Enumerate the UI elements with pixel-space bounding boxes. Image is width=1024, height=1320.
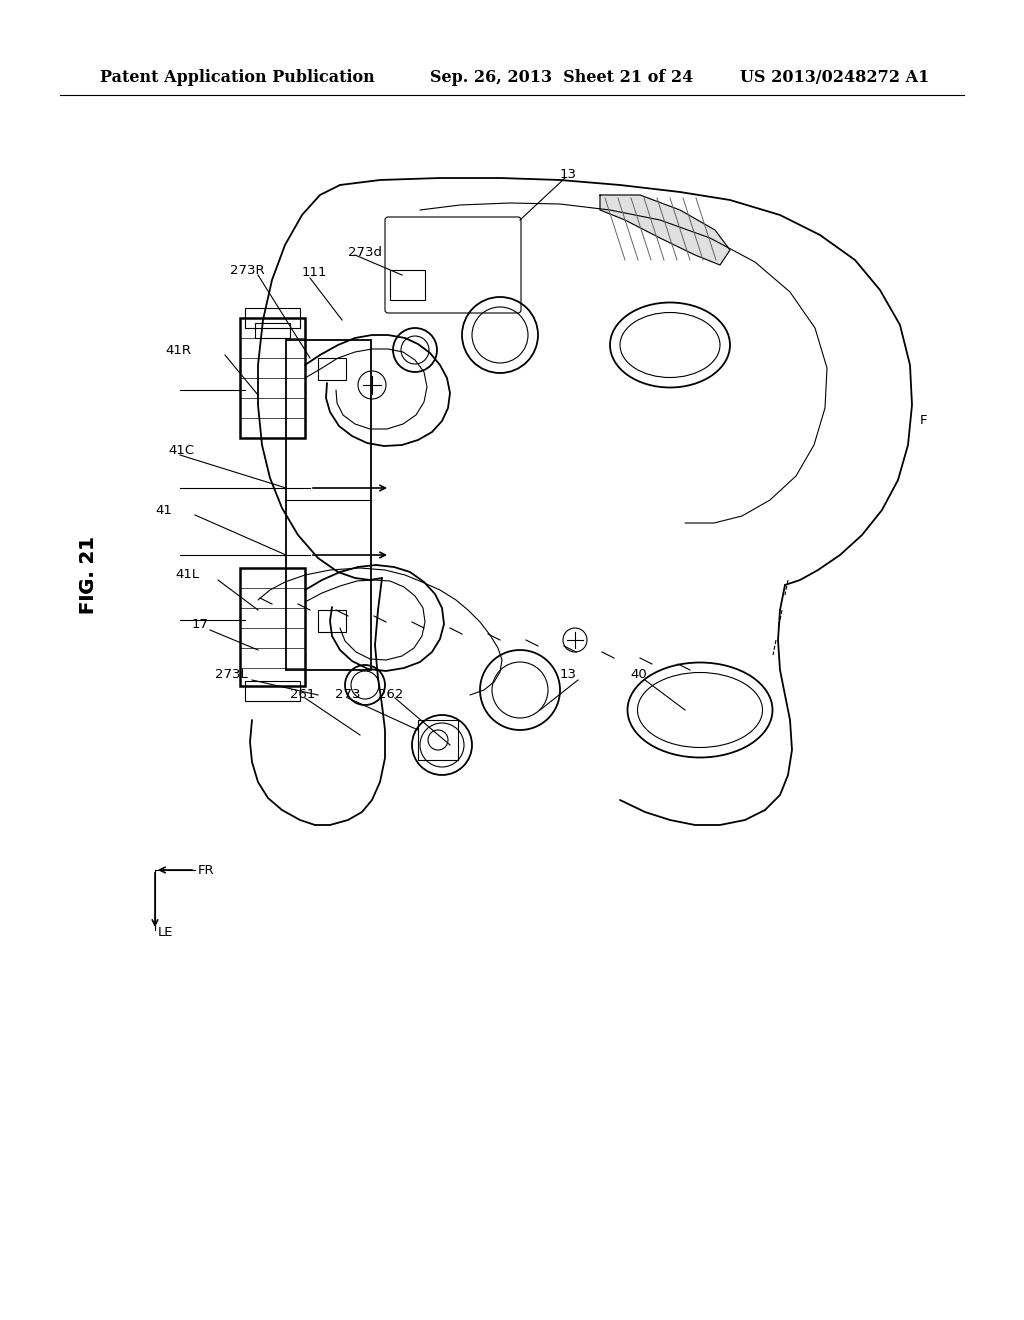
Text: Patent Application Publication: Patent Application Publication (100, 70, 375, 87)
Text: FR: FR (198, 863, 215, 876)
Text: 41: 41 (155, 503, 172, 516)
Text: 41L: 41L (175, 569, 199, 582)
Polygon shape (600, 195, 730, 265)
Text: 41R: 41R (165, 343, 191, 356)
Bar (245, 681, 300, 701)
Bar (255, 323, 290, 338)
Text: 40: 40 (630, 668, 647, 681)
Text: 111: 111 (302, 265, 328, 279)
Text: 41C: 41C (168, 444, 195, 457)
Text: LE: LE (158, 925, 173, 939)
Text: Sep. 26, 2013  Sheet 21 of 24: Sep. 26, 2013 Sheet 21 of 24 (430, 70, 693, 87)
Text: 273R: 273R (230, 264, 264, 276)
Text: 13: 13 (560, 668, 577, 681)
Text: FIG. 21: FIG. 21 (79, 536, 97, 614)
Bar (418, 719, 458, 760)
Text: 261: 261 (290, 689, 315, 701)
Text: 17: 17 (193, 619, 209, 631)
Text: 273: 273 (335, 689, 360, 701)
Text: 262: 262 (378, 689, 403, 701)
Bar (318, 610, 346, 632)
Text: 273d: 273d (348, 246, 382, 259)
Text: 13: 13 (560, 169, 577, 181)
Bar (318, 358, 346, 380)
Text: US 2013/0248272 A1: US 2013/0248272 A1 (740, 70, 930, 87)
Bar (286, 341, 371, 671)
Bar (390, 271, 425, 300)
Bar (240, 568, 305, 686)
Bar (240, 318, 305, 438)
Text: 273L: 273L (215, 668, 248, 681)
Text: FIG. 21: FIG. 21 (79, 536, 97, 614)
Text: F: F (920, 413, 928, 426)
Bar (245, 308, 300, 327)
